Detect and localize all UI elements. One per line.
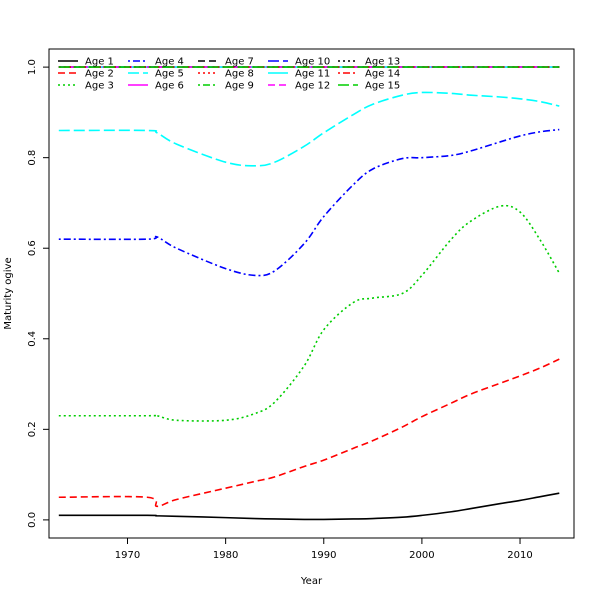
y-axis: 0.0 0.2 0.4 0.6 0.8 1.0 [27,59,49,528]
legend-label-age-2: Age 2 [85,69,114,80]
legend-label-age-15: Age 15 [365,81,400,92]
legend-label-age-12: Age 12 [295,81,330,92]
legend-label-age-4: Age 4 [155,57,184,68]
series-line-age-5 [58,91,560,167]
legend-label-age-3: Age 3 [85,81,114,92]
legend-label-age-8: Age 8 [225,69,254,80]
legend-label-age-13: Age 13 [365,57,400,68]
x-tick-label-2010: 2010 [507,550,532,561]
y-tick-label-4: 0.8 [27,150,38,166]
series-layer [58,66,560,521]
x-axis: 1970 1980 1990 2000 2010 [115,538,533,561]
legend-label-age-7: Age 7 [225,57,254,68]
y-tick-label-1: 0.2 [27,421,38,437]
x-tick-label-1980: 1980 [213,550,238,561]
y-tick-label-3: 0.6 [27,240,38,256]
series-line-age-3 [58,204,560,422]
y-tick-label-5: 1.0 [27,59,38,75]
x-tick-label-2000: 2000 [409,550,434,561]
x-tick-label-1970: 1970 [115,550,140,561]
y-tick-label-2: 0.4 [27,331,38,347]
legend-label-age-10: Age 10 [295,57,330,68]
y-tick-label-0: 0.0 [27,512,38,528]
legend-label-age-1: Age 1 [85,57,114,68]
x-tick-label-1990: 1990 [311,550,336,561]
plot-frame [48,48,575,539]
legend-label-age-9: Age 9 [225,81,254,92]
series-line-age-1 [58,492,560,521]
x-axis-label: Year [300,576,323,587]
legend-label-age-14: Age 14 [365,69,400,80]
legend-label-age-6: Age 6 [155,81,184,92]
legend-label-age-5: Age 5 [155,69,184,80]
legend-label-age-11: Age 11 [295,69,330,80]
y-axis-label: Maturity ogive [3,257,14,329]
series-line-age-2 [58,358,560,508]
series-line-age-4 [58,128,560,277]
